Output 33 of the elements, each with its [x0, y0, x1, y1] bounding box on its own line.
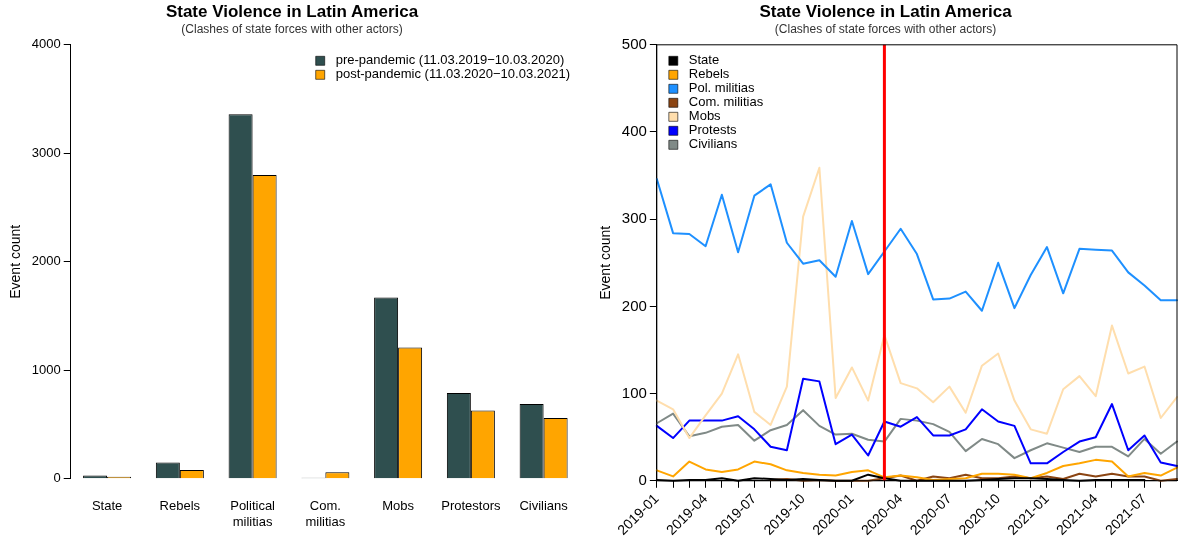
legend-label: Rebels: [688, 66, 730, 82]
y-tick-label: 100: [621, 383, 647, 401]
y-axis-title: Event count: [7, 224, 24, 299]
y-tick-label: 200: [621, 296, 647, 314]
y-tick-label: 1000: [31, 361, 61, 377]
x-tick-label: Mobs: [382, 498, 415, 514]
y-tick-label: 0: [53, 470, 61, 486]
y-tick-label: 0: [638, 470, 647, 488]
x-tick-label: Civilians: [519, 498, 569, 514]
x-tick-label: Protestors: [441, 498, 501, 514]
legend-label: Civilians: [688, 136, 738, 152]
y-tick-label: 2000: [31, 253, 61, 269]
chart-subtitle: (Clashes of state forces with other actors): [181, 21, 403, 36]
chart-subtitle: (Clashes of state forces with other actors): [774, 21, 997, 36]
chart-title: State Violence in Latin America: [165, 1, 419, 21]
y-tick-label: 3000: [31, 144, 61, 160]
legend-label: Mobs: [688, 108, 722, 124]
legend-label: Pol. militias: [688, 80, 756, 96]
y-tick-label: 300: [621, 209, 647, 227]
legend-label: Protests: [688, 122, 738, 138]
y-axis-title: Event count: [597, 225, 614, 300]
y-tick-label: 4000: [31, 36, 61, 52]
legend-label: post-pandemic (11.03.2020−10.03.2021): [335, 66, 570, 82]
x-tick-label: Political militias: [230, 498, 276, 529]
y-tick-label: 400: [621, 122, 647, 140]
legend-label: pre-pandemic (11.03.2019−10.03.2020): [335, 52, 565, 68]
y-tick-label: 500: [621, 34, 647, 52]
x-tick-label: State: [91, 498, 123, 514]
x-tick-label: Rebels: [159, 498, 201, 514]
legend-label: Com. militias: [688, 94, 764, 110]
chart-title: State Violence in Latin America: [759, 1, 1013, 21]
legend-label: State: [688, 52, 720, 68]
x-tick-label: Com. militias: [305, 498, 346, 529]
